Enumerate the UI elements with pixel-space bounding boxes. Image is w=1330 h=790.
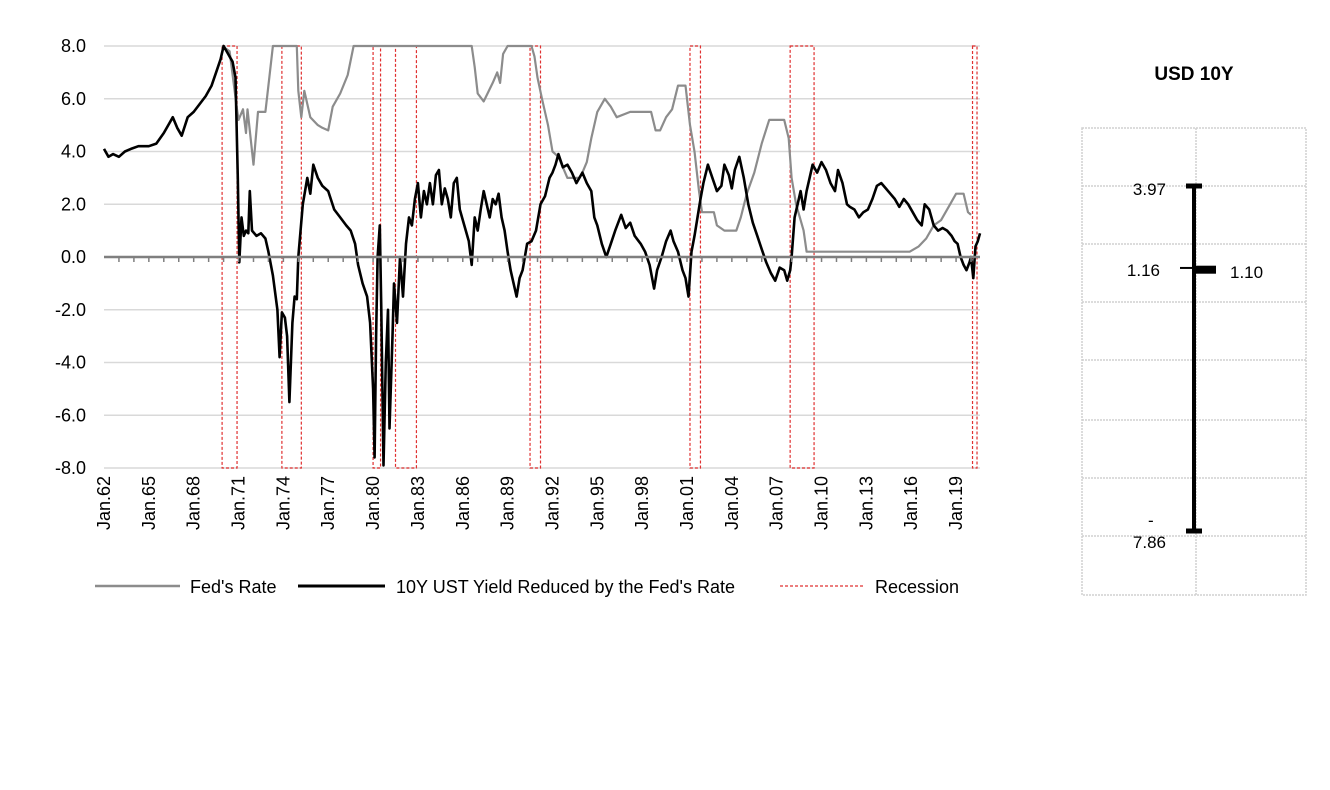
x-tick-label-18: Jan.16 <box>901 476 921 530</box>
x-tick-label-10: Jan.92 <box>542 476 562 530</box>
series-line-1 <box>104 46 980 465</box>
x-tick-label-16: Jan.10 <box>812 476 832 530</box>
x-tick-label-11: Jan.95 <box>587 476 607 530</box>
range-panel-title: USD 10Y <box>1154 64 1234 85</box>
x-tick-label-0: Jan.62 <box>94 476 114 530</box>
range-min-label: 7.86 <box>1133 533 1166 552</box>
x-tick-label-2: Jan.68 <box>184 476 204 530</box>
x-tick-label-1: Jan.65 <box>139 476 159 530</box>
range-min-sign-label: - <box>1148 511 1154 530</box>
legend: Fed's Rate 10Y UST Yield Reduced by the … <box>95 577 959 597</box>
usd-10y-range-panel: USD 10Y 3.97 1.16 1.10 - 7.86 <box>1060 40 1320 610</box>
y-tick-label-3: 2.0 <box>61 194 86 214</box>
y-tick-label-4: 0.0 <box>61 247 86 267</box>
x-tick-label-19: Jan.19 <box>946 476 966 530</box>
y-tick-label-5: -2.0 <box>55 300 86 320</box>
y-tick-label-7: -6.0 <box>55 405 86 425</box>
range-marks <box>1180 186 1216 531</box>
legend-label-feds-rate: Fed's Rate <box>190 577 276 597</box>
x-tick-labels: Jan.62 Jan.65 Jan.68 Jan.71 Jan.74 Jan.77 Jan.… <box>94 476 966 530</box>
x-tick-label-15: Jan.07 <box>767 476 787 530</box>
x-tick-label-8: Jan.86 <box>453 476 473 530</box>
y-tick-labels: 8.0 6.0 4.0 2.0 0.0 -2.0 -4.0 -6.0 -8.0 <box>55 36 86 478</box>
x-tick-label-12: Jan.98 <box>632 476 652 530</box>
x-tick-label-17: Jan.13 <box>856 476 876 530</box>
legend-label-recession: Recession <box>875 577 959 597</box>
y-tick-label-2: 4.0 <box>61 142 86 162</box>
x-tick-label-3: Jan.71 <box>229 476 249 530</box>
series-lines <box>104 46 980 465</box>
x-tick-label-7: Jan.83 <box>408 476 428 530</box>
range-current-label: 1.16 <box>1127 261 1160 280</box>
x-tick-label-6: Jan.80 <box>363 476 383 530</box>
range-average-marker <box>1194 266 1216 274</box>
axes <box>104 257 980 262</box>
x-tick-label-9: Jan.89 <box>498 476 518 530</box>
y-tick-label-8: -8.0 <box>55 458 86 478</box>
x-tick-label-5: Jan.77 <box>318 476 338 530</box>
y-tick-label-6: -4.0 <box>55 353 86 373</box>
x-tick-label-14: Jan.04 <box>722 476 742 530</box>
y-tick-label-0: 8.0 <box>61 36 86 56</box>
x-tick-label-4: Jan.74 <box>273 476 293 530</box>
range-average-label: 1.10 <box>1230 263 1263 282</box>
x-tick-label-13: Jan.01 <box>677 476 697 530</box>
range-max-label: 3.97 <box>1133 180 1166 199</box>
legend-label-yield-spread: 10Y UST Yield Reduced by the Fed's Rate <box>396 577 735 597</box>
main-line-chart: 8.06.04.02.00.0-2.0-4.0-6.0-8.0 Jan.62 Ja… <box>0 0 1000 620</box>
y-tick-label-1: 6.0 <box>61 89 86 109</box>
